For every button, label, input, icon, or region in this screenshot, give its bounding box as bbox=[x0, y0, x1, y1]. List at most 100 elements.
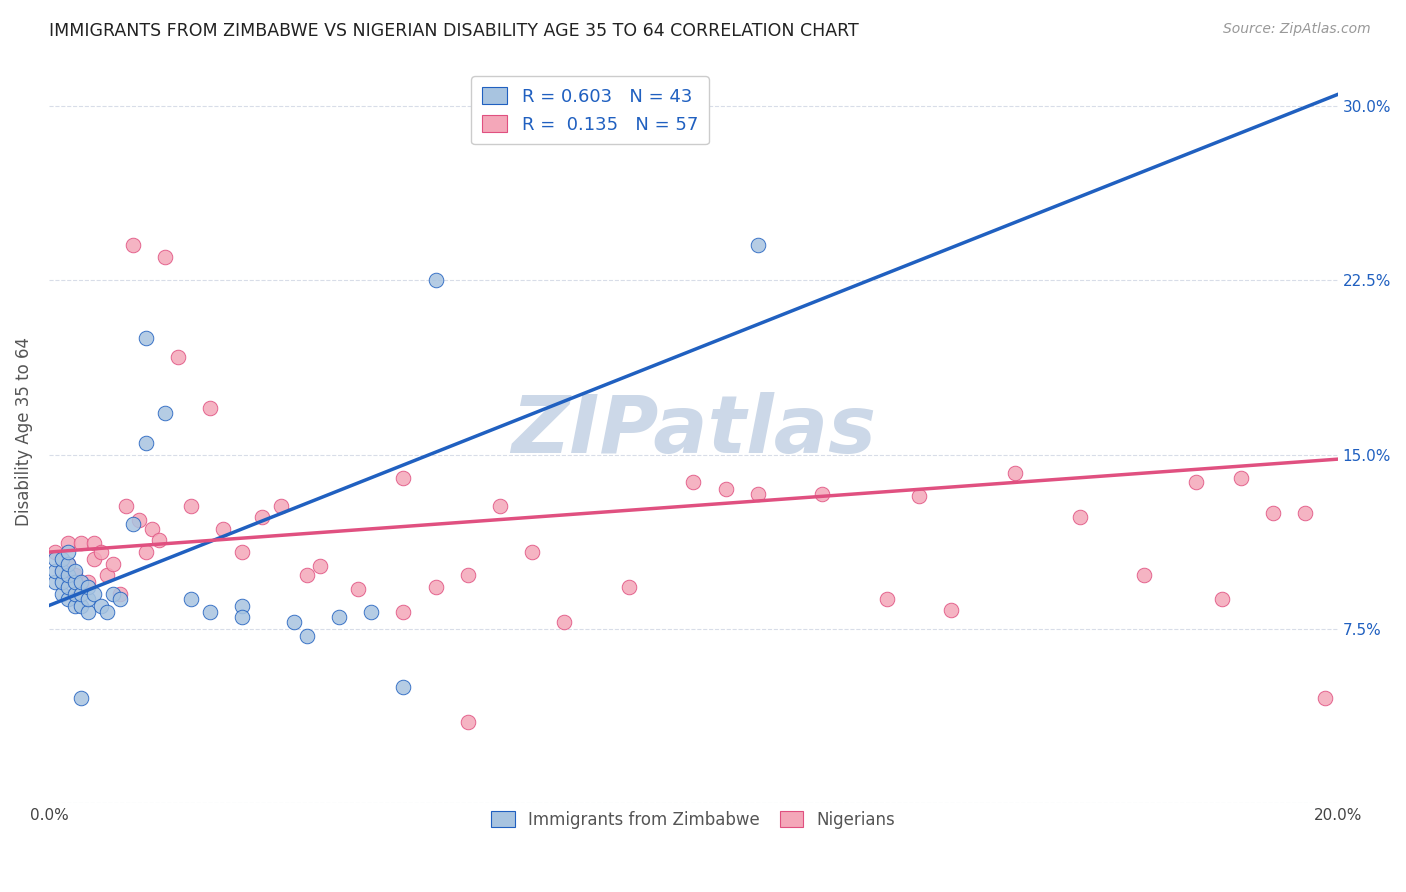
Point bbox=[270, 499, 292, 513]
Point bbox=[250, 510, 273, 524]
Point bbox=[70, 580, 93, 594]
Y-axis label: Disability Age 35 to 64: Disability Age 35 to 64 bbox=[15, 337, 32, 525]
Point bbox=[44, 575, 66, 590]
Point bbox=[747, 238, 769, 252]
Point bbox=[166, 350, 188, 364]
Point bbox=[1263, 506, 1285, 520]
Point bbox=[51, 575, 73, 590]
Point bbox=[231, 610, 253, 624]
Point bbox=[58, 557, 80, 571]
Point bbox=[180, 499, 202, 513]
Point bbox=[70, 587, 93, 601]
Point bbox=[44, 545, 66, 559]
Point bbox=[1185, 475, 1208, 490]
Point bbox=[83, 587, 105, 601]
Point bbox=[63, 568, 86, 582]
Point bbox=[44, 552, 66, 566]
Text: Source: ZipAtlas.com: Source: ZipAtlas.com bbox=[1223, 22, 1371, 37]
Point bbox=[392, 680, 415, 694]
Point bbox=[360, 606, 382, 620]
Point bbox=[553, 615, 575, 629]
Point bbox=[76, 580, 98, 594]
Point bbox=[135, 436, 157, 450]
Point bbox=[51, 552, 73, 566]
Point bbox=[153, 406, 176, 420]
Point bbox=[148, 533, 170, 548]
Point bbox=[457, 568, 479, 582]
Point bbox=[308, 559, 330, 574]
Point bbox=[811, 487, 834, 501]
Point bbox=[76, 575, 98, 590]
Point bbox=[1133, 568, 1156, 582]
Point bbox=[135, 331, 157, 345]
Point bbox=[198, 401, 221, 415]
Legend: Immigrants from Zimbabwe, Nigerians: Immigrants from Zimbabwe, Nigerians bbox=[485, 805, 901, 836]
Point bbox=[83, 552, 105, 566]
Point bbox=[489, 499, 512, 513]
Point bbox=[714, 483, 737, 497]
Point bbox=[51, 564, 73, 578]
Point bbox=[63, 599, 86, 613]
Point bbox=[108, 591, 131, 606]
Point bbox=[51, 564, 73, 578]
Point bbox=[108, 587, 131, 601]
Point bbox=[58, 591, 80, 606]
Point bbox=[96, 568, 118, 582]
Point bbox=[44, 564, 66, 578]
Point bbox=[1230, 471, 1253, 485]
Point bbox=[70, 691, 93, 706]
Point bbox=[103, 557, 125, 571]
Point bbox=[63, 575, 86, 590]
Point bbox=[153, 250, 176, 264]
Point bbox=[58, 545, 80, 559]
Point bbox=[328, 610, 350, 624]
Point bbox=[876, 591, 898, 606]
Point bbox=[70, 575, 93, 590]
Point bbox=[51, 587, 73, 601]
Point bbox=[295, 568, 318, 582]
Point bbox=[96, 606, 118, 620]
Point bbox=[76, 606, 98, 620]
Point bbox=[392, 606, 415, 620]
Point bbox=[58, 568, 80, 582]
Point bbox=[522, 545, 544, 559]
Point bbox=[1211, 591, 1233, 606]
Point bbox=[115, 499, 138, 513]
Point bbox=[1294, 506, 1316, 520]
Point bbox=[425, 580, 447, 594]
Text: ZIPatlas: ZIPatlas bbox=[510, 392, 876, 470]
Point bbox=[231, 545, 253, 559]
Point bbox=[939, 603, 962, 617]
Point bbox=[682, 475, 704, 490]
Point bbox=[198, 606, 221, 620]
Point bbox=[141, 522, 163, 536]
Point bbox=[58, 580, 80, 594]
Point bbox=[1069, 510, 1091, 524]
Point bbox=[63, 587, 86, 601]
Point bbox=[212, 522, 235, 536]
Point bbox=[231, 599, 253, 613]
Point bbox=[58, 536, 80, 550]
Point bbox=[76, 591, 98, 606]
Point bbox=[617, 580, 640, 594]
Point bbox=[425, 273, 447, 287]
Point bbox=[283, 615, 305, 629]
Point bbox=[103, 587, 125, 601]
Point bbox=[63, 587, 86, 601]
Point bbox=[83, 536, 105, 550]
Point bbox=[89, 599, 111, 613]
Point bbox=[135, 545, 157, 559]
Point bbox=[1004, 466, 1026, 480]
Point bbox=[392, 471, 415, 485]
Point bbox=[457, 714, 479, 729]
Point bbox=[58, 557, 80, 571]
Point bbox=[63, 564, 86, 578]
Point bbox=[908, 489, 931, 503]
Point bbox=[89, 545, 111, 559]
Point bbox=[70, 599, 93, 613]
Point bbox=[128, 512, 150, 526]
Point bbox=[180, 591, 202, 606]
Text: IMMIGRANTS FROM ZIMBABWE VS NIGERIAN DISABILITY AGE 35 TO 64 CORRELATION CHART: IMMIGRANTS FROM ZIMBABWE VS NIGERIAN DIS… bbox=[49, 22, 859, 40]
Point bbox=[295, 629, 318, 643]
Point bbox=[347, 582, 370, 597]
